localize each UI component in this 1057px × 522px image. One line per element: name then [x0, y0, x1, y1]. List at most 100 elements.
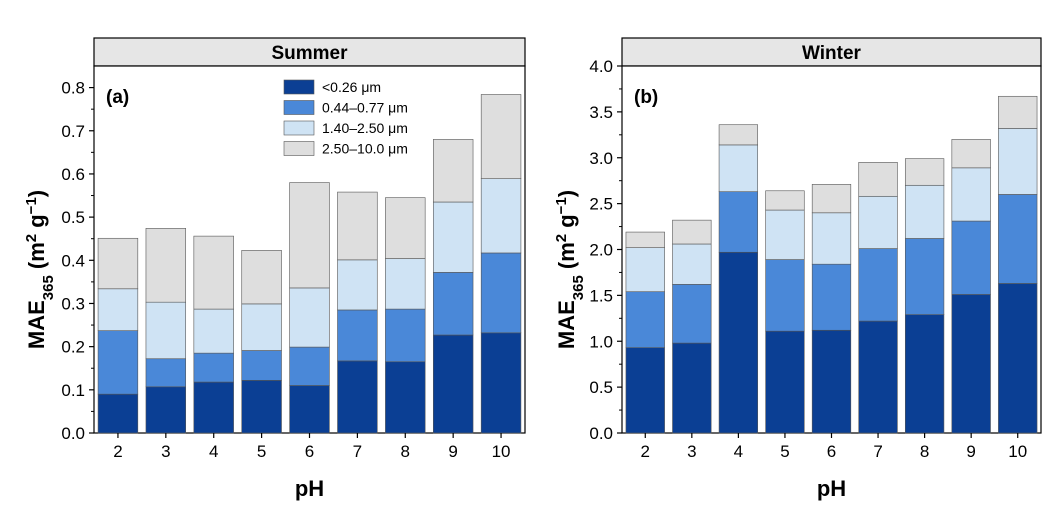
y-tick-label: 3.5	[589, 103, 613, 122]
bar-4-series-4	[193, 235, 234, 310]
y-tick-label: 0.3	[61, 294, 85, 313]
bar-6-series-3	[811, 212, 852, 265]
bar-4-series-2	[193, 352, 234, 383]
x-axis-title: pH	[817, 476, 846, 501]
y-axis-title-unit: )	[24, 190, 49, 197]
y-axis-title-subscript: 365	[40, 275, 57, 300]
y-tick-label: 3.0	[589, 149, 613, 168]
bar-5-series-1	[241, 380, 282, 434]
bar-3-series-3	[145, 301, 187, 360]
bar-9-series-1	[951, 294, 991, 434]
bar-7-series-1	[858, 320, 898, 434]
bar-4-series-1	[718, 251, 759, 434]
bar-2-series-1	[625, 347, 665, 434]
bar-8-series-3	[385, 258, 426, 310]
bar-5-series-3	[765, 209, 805, 260]
bar-4-series-1	[193, 381, 234, 434]
x-tick-label: 2	[113, 442, 122, 461]
bar-5-series-3	[241, 303, 282, 351]
x-tick-label: 2	[641, 442, 650, 461]
bar-9-series-1	[432, 334, 474, 434]
y-axis-title-unit: g	[24, 214, 49, 234]
x-tick-label: 7	[353, 442, 362, 461]
bar-7-series-3	[337, 259, 378, 311]
bar-6-series-1	[289, 385, 330, 434]
panel-title: Summer	[271, 43, 348, 64]
y-axis-title-superscript: 2	[553, 234, 570, 242]
x-tick-label: 6	[305, 442, 314, 461]
bar-9-series-2	[951, 220, 991, 295]
y-axis-title-superscript: −1	[553, 197, 570, 214]
bar-7-series-1	[337, 360, 378, 434]
x-tick-label: 3	[161, 442, 170, 461]
bar-2-series-1	[97, 393, 139, 434]
bar-8-series-2	[904, 238, 945, 315]
bar-3-series-2	[672, 284, 712, 344]
bar-4-series-2	[718, 191, 759, 253]
x-tick-label: 3	[687, 442, 696, 461]
y-tick-label: 2.5	[589, 195, 613, 214]
bar-6-series-1	[811, 329, 852, 434]
legend-swatch	[283, 79, 315, 95]
bar-7-series-2	[337, 309, 378, 362]
bar-2-series-3	[97, 288, 139, 331]
x-tick-label: 8	[920, 442, 929, 461]
legend-swatch	[283, 141, 315, 156]
y-tick-label: 0.0	[589, 424, 613, 443]
y-axis-title-base: MAE	[554, 300, 579, 349]
bar-7-series-3	[858, 195, 898, 249]
bar-10-series-4	[998, 95, 1038, 129]
y-tick-label: 1.0	[589, 332, 613, 351]
bar-8-series-4	[904, 158, 945, 186]
bar-2-series-2	[97, 330, 139, 395]
bar-10-series-1	[480, 332, 522, 434]
y-axis-title-base: MAE	[24, 300, 49, 349]
y-tick-label: 0.6	[61, 165, 85, 184]
bar-3-series-1	[672, 342, 712, 434]
bar-4-series-3	[718, 144, 759, 192]
legend-label: <0.26 μm	[322, 79, 381, 95]
bar-2-series-4	[625, 231, 665, 248]
bar-9-series-3	[951, 167, 991, 222]
bar-2-series-2	[625, 291, 665, 348]
legend-swatch	[283, 120, 315, 136]
bar-3-series-2	[145, 358, 187, 388]
x-tick-label: 10	[1008, 442, 1027, 461]
legend-swatch	[283, 100, 315, 115]
bar-6-series-2	[289, 346, 330, 386]
y-axis-title-superscript: −1	[23, 197, 40, 214]
x-tick-label: 5	[780, 442, 789, 461]
x-tick-label: 6	[827, 442, 836, 461]
bar-8-series-1	[904, 314, 945, 434]
bar-3-series-4	[145, 228, 187, 303]
y-tick-label: 0.5	[589, 378, 613, 397]
panel-label: (b)	[634, 87, 658, 108]
x-tick-label: 8	[401, 442, 410, 461]
bar-7-series-4	[858, 162, 898, 197]
bar-2-series-4	[97, 237, 139, 290]
x-tick-label: 7	[873, 442, 882, 461]
bar-4-series-4	[718, 124, 759, 146]
bar-9-series-2	[432, 272, 474, 336]
x-tick-label: 9	[448, 442, 457, 461]
legend-label: 0.44–0.77 μm	[322, 100, 408, 116]
y-tick-label: 1.5	[589, 286, 613, 305]
y-tick-label: 4.0	[589, 57, 613, 76]
bar-7-series-4	[337, 191, 378, 261]
bar-9-series-3	[432, 201, 474, 273]
bar-10-series-4	[480, 94, 522, 179]
panel-title: Winter	[802, 43, 862, 64]
y-tick-label: 0.8	[61, 79, 85, 98]
x-tick-label: 5	[257, 442, 266, 461]
y-axis-title: MAE365 (m2 g−1)	[553, 190, 587, 349]
bar-2-series-3	[625, 247, 665, 293]
y-tick-label: 0.7	[61, 122, 85, 141]
chart-panel-winter: Winter 2 3 4 5 6 7 8 9 10 0.0 0.5 1.0 1.5 2.0 2.5 3.0 3.5…	[553, 37, 1042, 501]
bar-10-series-3	[480, 178, 522, 254]
bar-10-series-2	[480, 252, 522, 334]
y-axis-title-subscript: 365	[570, 275, 587, 300]
bar-6-series-4	[811, 184, 852, 214]
y-axis-title-unit: )	[554, 190, 579, 197]
bar-10-series-1	[998, 283, 1038, 434]
x-axis-title: pH	[295, 476, 324, 501]
